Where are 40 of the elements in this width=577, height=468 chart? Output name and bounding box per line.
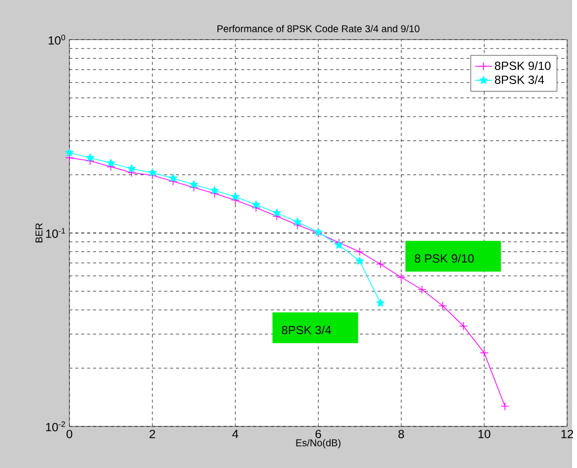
point	[459, 322, 468, 330]
x-tick-label: 12	[561, 430, 574, 438]
point	[210, 186, 219, 194]
point	[127, 164, 136, 172]
x-tick-label: 2	[150, 430, 156, 438]
point	[356, 256, 364, 265]
x-tick-label: 0	[66, 430, 72, 438]
point	[293, 218, 302, 226]
point	[334, 240, 344, 249]
point	[376, 260, 385, 269]
x-axis-title: Es/No(dB)	[296, 439, 340, 448]
x-tick-label: 8	[398, 430, 404, 438]
point	[500, 402, 510, 411]
point	[272, 208, 281, 217]
point	[355, 247, 364, 256]
point	[190, 180, 198, 188]
point	[376, 298, 385, 307]
point	[480, 348, 489, 358]
x-tick-label: 10	[478, 430, 490, 438]
chart-title: Performance of 8PSK Code Rate 3/4 and 9/10	[217, 24, 420, 32]
point	[396, 272, 406, 282]
y-axis-title: BER	[36, 223, 42, 242]
annotation: 8 PSK 9/10	[414, 254, 474, 263]
point	[438, 302, 448, 310]
legend-label: 8PSK 3/4	[494, 75, 544, 84]
annotation: 8PSK 3/4	[282, 326, 332, 334]
point	[418, 285, 426, 294]
point	[252, 200, 260, 208]
point	[231, 192, 240, 200]
x-tick-label: 6	[316, 430, 322, 438]
point	[106, 158, 116, 167]
point	[148, 168, 157, 176]
y-tick-label: 10$^{-2}$	[46, 421, 66, 432]
legend-label: 8PSK 9/10	[494, 61, 551, 70]
x-tick-label: 4	[232, 430, 238, 438]
point	[65, 148, 74, 156]
y-tick-label: 10$^{0}$	[48, 34, 66, 45]
y-tick-label: 10$^{-1}$	[46, 228, 66, 238]
point	[86, 153, 94, 162]
point	[168, 174, 178, 182]
